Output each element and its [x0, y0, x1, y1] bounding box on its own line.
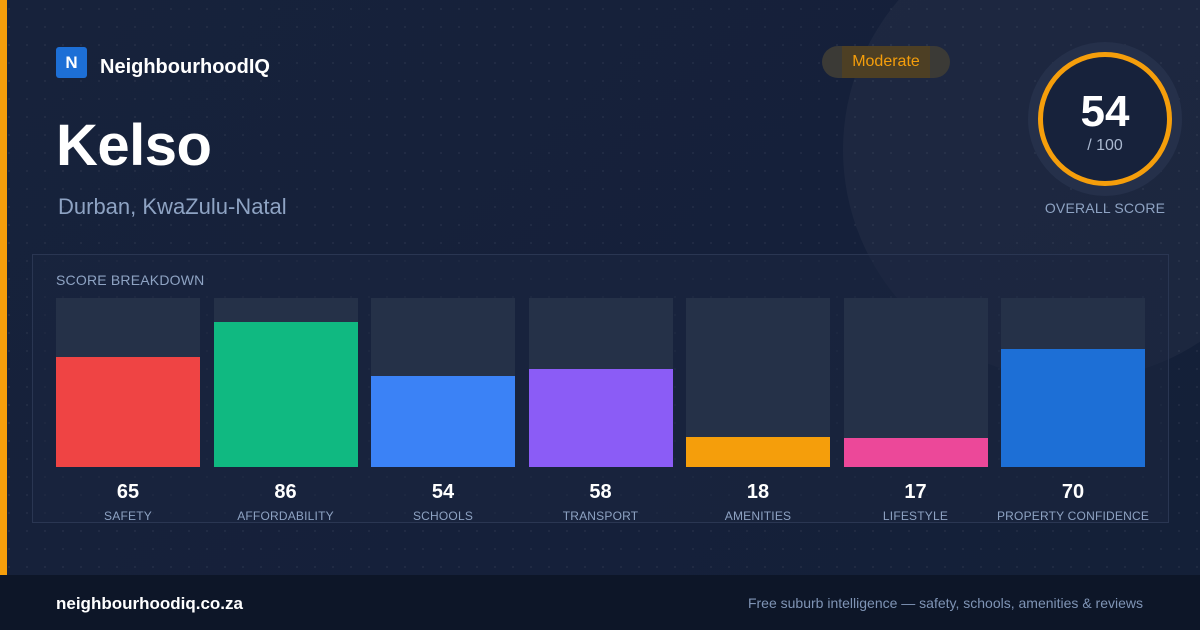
- score-bar-value: 86: [274, 481, 297, 503]
- suburb-location: Durban, KwaZulu-Natal: [58, 194, 287, 219]
- score-bar-track: [843, 298, 988, 467]
- share-card: N NeighbourhoodIQ Kelso Durban, KwaZulu-…: [0, 0, 1200, 575]
- brand-name: NeighbourhoodIQ: [100, 56, 270, 78]
- overall-score-max: / 100: [1087, 137, 1123, 154]
- rating-badge-label: Moderate: [852, 53, 920, 70]
- brand-logo-icon: N: [56, 47, 87, 78]
- brand[interactable]: N NeighbourhoodIQ: [56, 46, 270, 79]
- score-bar-label: SCHOOLS: [412, 509, 474, 523]
- overall-score-ring: 54 / 100: [1028, 42, 1182, 196]
- score-breakdown-title: SCORE BREAKDOWN: [56, 272, 205, 288]
- score-bar-label: LIFESTYLE: [882, 509, 949, 523]
- score-bar-track: [213, 298, 358, 467]
- score-bar-fill: [1001, 349, 1145, 467]
- score-bar-track: [528, 298, 673, 467]
- footer-tagline: Free suburb intelligence — safety, schoo…: [747, 595, 1143, 611]
- score-bar-label: AMENITIES: [724, 509, 792, 523]
- score-bar-value: 70: [1061, 481, 1085, 503]
- score-bar-value: 65: [116, 481, 140, 503]
- score-breakdown-bars: 65 SAFETY 86 AFFORDABILITY 54 SCHOOLS 58 TRANSP…: [33, 255, 1168, 523]
- footer: neighbourhoodiq.co.za Free suburb intell…: [0, 575, 1200, 630]
- score-bar-fill: [528, 369, 673, 467]
- score-bar-label: AFFORDABILITY: [237, 509, 334, 523]
- score-bar-value: 58: [589, 481, 612, 503]
- score-breakdown-panel: SCORE BREAKDOWN 65 SAFETY 86 AFFORDABILITY 5…: [32, 254, 1169, 523]
- score-bar-property-confidence: 70 PROPERTY CONFIDENCE: [997, 298, 1149, 523]
- accent-bar: [0, 0, 7, 575]
- overall-score-value: 54: [1080, 87, 1130, 136]
- score-bar-fill: [843, 438, 988, 467]
- score-bar-value: 54: [431, 481, 455, 503]
- score-bar-fill: [371, 376, 515, 467]
- footer-domain-link[interactable]: neighbourhoodiq.co.za: [56, 594, 243, 613]
- score-bar-schools: 54 SCHOOLS: [371, 298, 515, 523]
- score-bar-fill: [213, 322, 358, 467]
- rating-badge-highlight: [842, 46, 930, 78]
- score-bar-track: [56, 298, 200, 467]
- score-bar-label: TRANSPORT: [562, 509, 639, 523]
- score-bar-label: SAFETY: [104, 509, 152, 523]
- score-bar-affordability: 86 AFFORDABILITY: [213, 298, 358, 523]
- score-bar-value: 18: [746, 481, 770, 503]
- score-bar-track: [1001, 298, 1145, 467]
- score-bar-lifestyle: 17 LIFESTYLE: [843, 298, 988, 523]
- overall-score-ring-inner: 54 / 100: [1038, 52, 1172, 186]
- score-bar-track: [371, 298, 515, 467]
- score-bar-fill: [56, 357, 200, 467]
- score-bar-value: 17: [904, 481, 927, 503]
- suburb-title: Kelso: [56, 113, 212, 178]
- score-bar-amenities: 18 AMENITIES: [686, 298, 830, 523]
- score-bar-label: PROPERTY CONFIDENCE: [996, 509, 1150, 523]
- score-bar-track: [686, 298, 830, 467]
- score-bar-fill: [686, 437, 830, 467]
- rating-badge: Moderate: [822, 46, 950, 78]
- overall-score-caption: OVERALL SCORE: [1044, 200, 1166, 216]
- score-bar-safety: 65 SAFETY: [56, 298, 200, 523]
- score-bar-transport: 58 TRANSPORT: [528, 298, 673, 523]
